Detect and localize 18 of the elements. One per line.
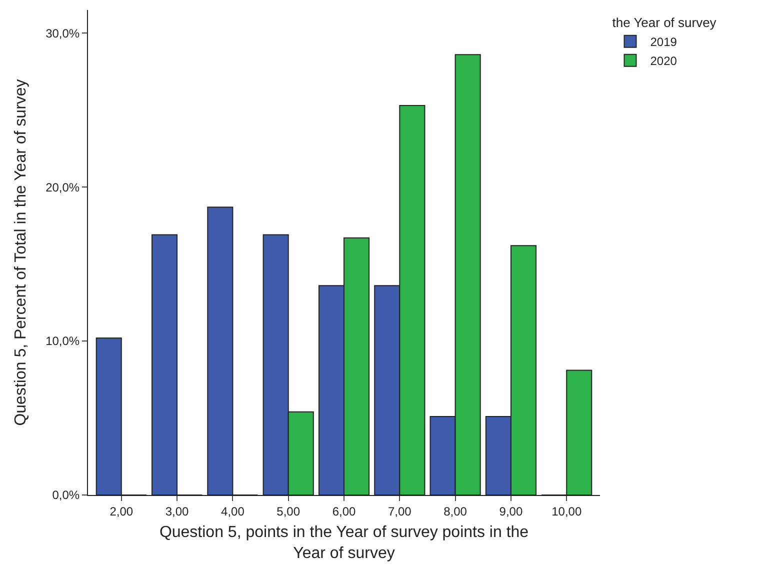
x-tick-label: 8,00 <box>444 504 468 518</box>
x-tick-label: 3,00 <box>165 504 190 518</box>
legend-title: the Year of survey <box>612 14 717 30</box>
x-tick-label: 5,00 <box>276 504 300 518</box>
x-tick-label: 9,00 <box>499 504 523 518</box>
legend-label: 2020 <box>650 54 678 68</box>
x-tick-label: 6,00 <box>332 504 356 518</box>
legend-label: 2019 <box>650 35 678 50</box>
y-axis-title: Question 5, Percent of Total in the Year of survey <box>12 79 30 426</box>
x-tick-label: 10,00 <box>552 504 582 518</box>
x-axis-title: Question 5, points in the Year of survey points in the Year of survey <box>159 524 529 562</box>
y-tick-label: 0,0% <box>52 488 80 502</box>
y-tick-label: 30,0% <box>46 26 80 40</box>
x-tick-label: 4,00 <box>221 504 245 518</box>
y-tick-label: 20,0% <box>46 180 80 194</box>
y-tick-label: 10,0% <box>46 334 80 348</box>
x-tick-label: 2,00 <box>110 504 134 518</box>
x-tick-label: 7,00 <box>388 504 412 518</box>
